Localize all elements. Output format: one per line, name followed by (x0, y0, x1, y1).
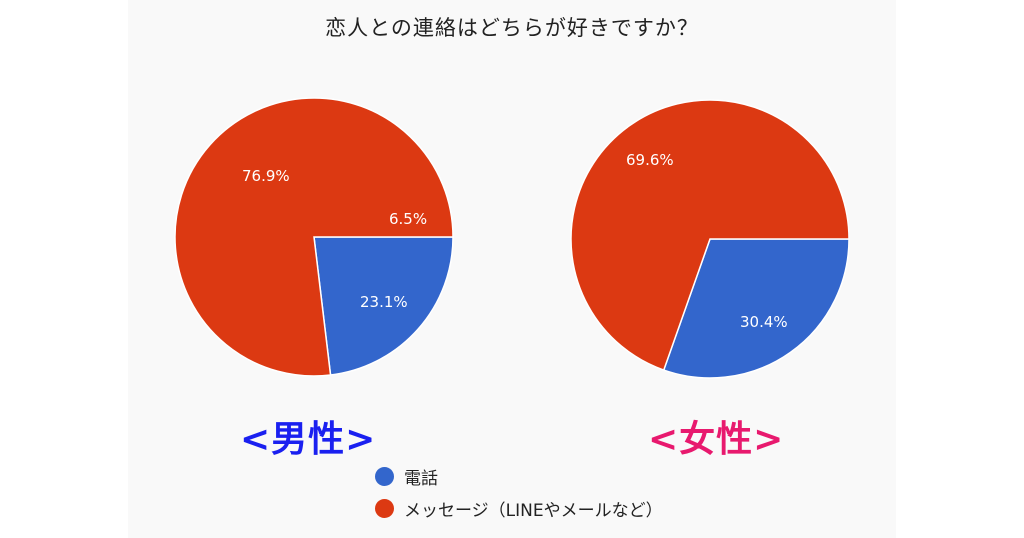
label-male-extra: 6.5% (389, 210, 427, 228)
label-female-message: 69.6% (626, 151, 674, 169)
pie-chart-male: 76.9% 6.5% 23.1% (174, 97, 454, 377)
slice-male-message[interactable] (174, 97, 454, 377)
chart-title: 恋人との連絡はどちらが好きですか？ (325, 16, 699, 40)
slice-female-phone[interactable] (662, 238, 850, 379)
chart-legend: 電話 メッセージ（LINEやメールなど） (375, 460, 663, 524)
pie-chart-female: 69.6% 30.4% (570, 99, 850, 379)
legend-label-message: メッセージ（LINEやメールなど） (404, 500, 663, 521)
female-subtitle: <女性> (648, 419, 785, 460)
legend-item-phone[interactable]: 電話 (375, 460, 663, 492)
legend-dot-phone (375, 466, 394, 486)
legend-item-message[interactable]: メッセージ（LINEやメールなど） (375, 492, 663, 524)
legend-dot-message (375, 498, 394, 518)
slice-female-message[interactable] (570, 99, 850, 372)
legend-label-phone: 電話 (404, 468, 438, 489)
label-female-phone: 30.4% (740, 313, 788, 331)
slice-male-phone[interactable] (313, 236, 454, 376)
label-male-phone: 23.1% (360, 293, 408, 311)
male-subtitle: <男性> (240, 419, 377, 460)
label-male-message: 76.9% (242, 167, 290, 185)
